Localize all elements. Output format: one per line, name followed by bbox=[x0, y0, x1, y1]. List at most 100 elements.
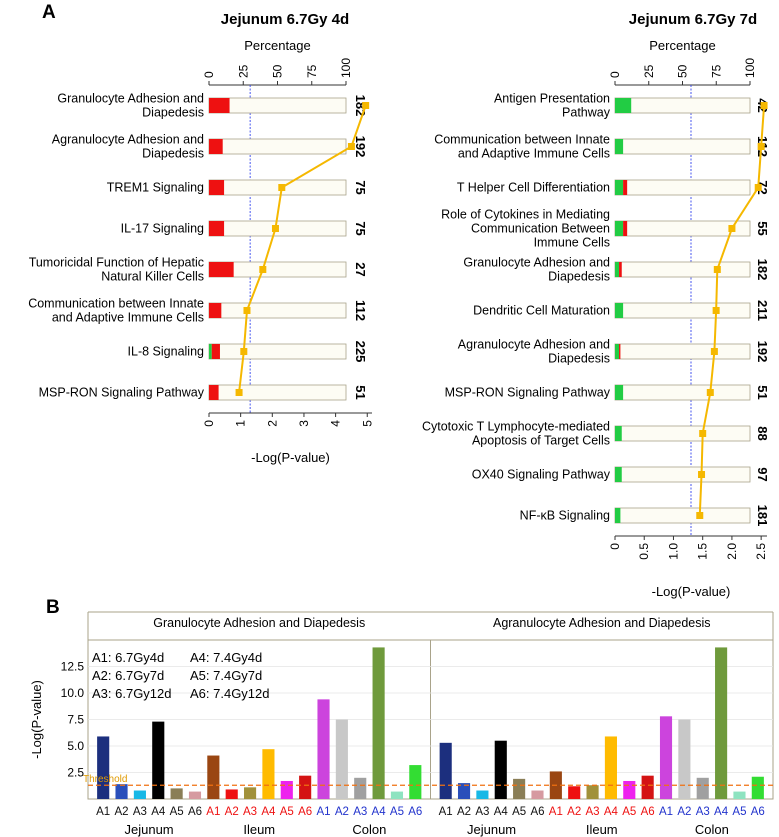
bottom-tick-label: 1.5 bbox=[696, 543, 710, 560]
bar-label: A2 bbox=[567, 806, 581, 818]
gene-count-label: 88 bbox=[755, 426, 770, 440]
tissue-group-label: Ileum bbox=[243, 822, 275, 837]
neglogp-point bbox=[271, 225, 279, 232]
top-tick-label: 25 bbox=[236, 64, 250, 78]
chart-title: Jejunum 6.7Gy 4d bbox=[221, 11, 349, 28]
neglogp-point bbox=[712, 307, 720, 314]
pathway-label: Agranulocyte Adhesion and bbox=[52, 133, 204, 147]
pathway-label: Diapedesis bbox=[142, 106, 204, 120]
legend-entry: A1: 6.7Gy4d bbox=[92, 650, 164, 665]
up-regulated-bar bbox=[209, 221, 225, 236]
bar bbox=[457, 783, 471, 799]
pathway-label: Diapedesis bbox=[548, 270, 610, 284]
top-tick-label: 50 bbox=[676, 64, 690, 78]
pathway-label: Antigen Presentation bbox=[494, 92, 610, 106]
neglogp-point bbox=[240, 348, 248, 355]
pathway-label: TREM1 Signaling bbox=[107, 181, 204, 195]
up-regulated-bar bbox=[209, 262, 234, 277]
top-tick-label: 25 bbox=[642, 64, 656, 78]
bar bbox=[335, 719, 348, 799]
pathway-label: and Adaptive Immune Cells bbox=[458, 147, 610, 161]
tissue-group-label: Colon bbox=[695, 822, 729, 837]
bar bbox=[390, 791, 404, 799]
row-background-bar bbox=[614, 466, 751, 483]
bar bbox=[170, 788, 183, 799]
bar bbox=[299, 775, 312, 799]
top-tick-label: 50 bbox=[271, 64, 285, 78]
pathway-label: Diapedesis bbox=[142, 147, 204, 161]
bottom-tick-label: 4 bbox=[329, 420, 343, 427]
top-tick-label: 100 bbox=[339, 58, 353, 78]
pathway-label: Granulocyte Adhesion and bbox=[463, 256, 610, 270]
legend-entry: A3: 6.7Gy12d bbox=[92, 686, 172, 701]
pathway-label: Natural Killer Cells bbox=[101, 270, 204, 284]
bar bbox=[317, 699, 330, 799]
down-regulated-bar bbox=[615, 508, 621, 523]
neglogp-point bbox=[347, 143, 355, 150]
bar bbox=[678, 719, 691, 799]
neglogp-point bbox=[760, 102, 768, 109]
gene-count-label: 192 bbox=[755, 341, 770, 363]
pathway-label: and Adaptive Immune Cells bbox=[52, 311, 204, 325]
down-regulated-bar bbox=[615, 180, 624, 195]
row-background-bar bbox=[614, 97, 751, 114]
pathway-label: Immune Cells bbox=[534, 236, 610, 250]
legend-entry: A6: 7.4Gy12d bbox=[190, 686, 270, 701]
bottom-tick-label: 3 bbox=[297, 420, 311, 427]
pathway-label: Communication between Innate bbox=[28, 297, 204, 311]
pathway-label: Communication Between bbox=[471, 222, 610, 236]
y-tick-label: 12.5 bbox=[61, 660, 85, 674]
bar bbox=[733, 791, 746, 799]
row-background-bar bbox=[614, 507, 751, 524]
bar-label: A2 bbox=[225, 806, 239, 818]
bar-label: A3 bbox=[475, 806, 489, 818]
bottom-tick-label: 0 bbox=[202, 420, 216, 427]
bar-label: A3 bbox=[133, 806, 147, 818]
bar bbox=[568, 786, 581, 799]
pathway-label: Agranulocyte Adhesion and bbox=[458, 338, 610, 352]
gene-count-label: 182 bbox=[755, 259, 770, 281]
up-regulated-bar bbox=[623, 180, 628, 195]
neglogp-point bbox=[362, 102, 370, 109]
row-background-bar bbox=[208, 179, 347, 196]
bar bbox=[715, 647, 728, 799]
bottom-tick-label: 0.5 bbox=[637, 543, 651, 560]
y-tick-label: 7.5 bbox=[67, 713, 84, 727]
bar-label: A2 bbox=[677, 806, 691, 818]
neglogp-point bbox=[710, 348, 718, 355]
bar-label: A5 bbox=[622, 806, 636, 818]
neglogp-line bbox=[238, 105, 367, 393]
panel-label-b: B bbox=[46, 597, 60, 618]
bar-label: A1 bbox=[316, 806, 330, 818]
bottom-tick-label: 0 bbox=[608, 543, 622, 550]
down-regulated-bar bbox=[615, 262, 620, 277]
down-regulated-bar bbox=[615, 221, 624, 236]
bar-label: A5 bbox=[512, 806, 526, 818]
down-regulated-bar bbox=[615, 98, 632, 113]
bar-label: A1 bbox=[549, 806, 563, 818]
neglogp-point bbox=[713, 266, 721, 273]
pathway-label: Diapedesis bbox=[548, 352, 610, 366]
x-axis-label: -Log(P-value) bbox=[652, 584, 731, 599]
bar-label: A6 bbox=[188, 806, 202, 818]
neglogp-point bbox=[278, 184, 286, 191]
panel-title: Agranulocyte Adhesion and Diapedesis bbox=[493, 616, 711, 630]
pathway-label: NF-κB Signaling bbox=[520, 509, 610, 523]
row-background-bar bbox=[614, 343, 751, 360]
down-regulated-bar bbox=[615, 385, 624, 400]
pathway-label: MSP-RON Signaling Pathway bbox=[445, 386, 611, 400]
neglogp-point bbox=[259, 266, 267, 273]
bar bbox=[623, 780, 636, 799]
neglogp-point bbox=[696, 512, 704, 519]
bar bbox=[188, 791, 202, 799]
gene-count-label: 75 bbox=[353, 180, 368, 194]
gene-count-label: 55 bbox=[755, 221, 770, 235]
neglogp-point bbox=[699, 430, 707, 437]
pathway-label: OX40 Signaling Pathway bbox=[472, 468, 611, 482]
threshold-label: Threshold bbox=[83, 774, 127, 785]
bar-label: A3 bbox=[353, 806, 367, 818]
up-regulated-bar bbox=[623, 221, 628, 236]
top-tick-label: 75 bbox=[709, 64, 723, 78]
bar-label: A1 bbox=[439, 806, 453, 818]
bar bbox=[659, 716, 673, 799]
